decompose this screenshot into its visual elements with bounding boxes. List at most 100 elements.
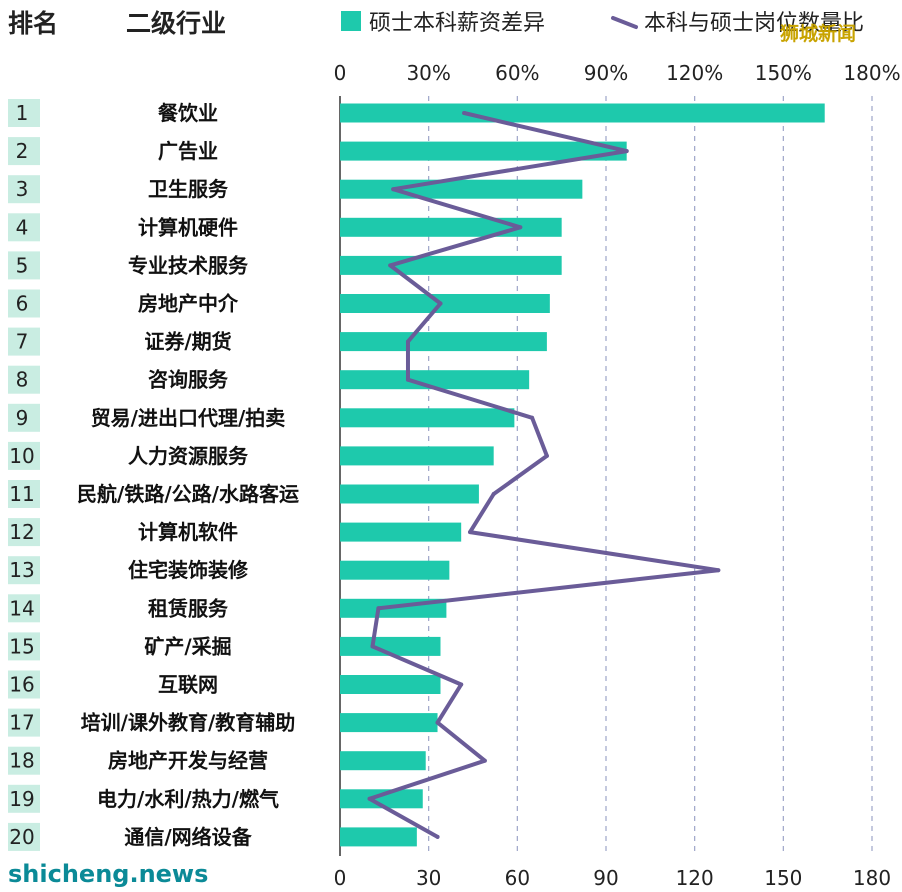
- rank-badge: [8, 137, 40, 166]
- category-label: 计算机软件: [138, 520, 238, 544]
- bar: [340, 446, 494, 466]
- rank-header: 排名: [8, 9, 58, 38]
- rank-badge: [8, 518, 40, 547]
- category-label: 租赁服务: [148, 596, 229, 620]
- category-label: 房地产中介: [138, 292, 239, 316]
- bar: [340, 789, 423, 809]
- category-label: 民航/铁路/公路/水路客运: [77, 482, 299, 506]
- line-point: [376, 606, 381, 611]
- rank-number: 13: [9, 558, 34, 582]
- rank-number: 14: [9, 596, 34, 620]
- legend-bar-swatch: [341, 11, 361, 31]
- top-tick-label: 150%: [755, 61, 812, 85]
- line-point: [435, 720, 440, 725]
- bottom-tick-label: 180: [853, 866, 891, 890]
- rank-badge: [8, 175, 40, 204]
- site-watermark: shicheng.news: [8, 860, 208, 888]
- bar: [340, 560, 450, 580]
- brand-corner-text: 狮城新闻: [780, 22, 856, 45]
- rank-number: 7: [16, 330, 29, 354]
- bar: [340, 103, 825, 123]
- industry-header: 二级行业: [126, 9, 226, 38]
- top-tick-label: 90%: [584, 61, 628, 85]
- rank-badge: [8, 403, 40, 432]
- line-point: [544, 453, 549, 458]
- rank-number: 3: [16, 177, 29, 201]
- rank-badge: [8, 556, 40, 585]
- category-label: 矿产/采掘: [144, 634, 231, 658]
- top-tick-label: 120%: [666, 61, 723, 85]
- category-label: 餐饮业: [158, 101, 218, 125]
- rank-number: 2: [16, 139, 29, 163]
- line-point: [405, 377, 410, 382]
- rank-number: 16: [9, 673, 34, 697]
- rank-number: 18: [9, 749, 34, 773]
- bar: [340, 675, 441, 694]
- rank-badge: [8, 784, 40, 813]
- line-point: [435, 834, 440, 839]
- bar-series: [340, 103, 825, 847]
- category-label: 广告业: [158, 139, 218, 163]
- rank-badge: [8, 822, 40, 851]
- legend: 硕士本科薪资差异 本科与硕士岗位数量比: [341, 11, 864, 36]
- category-label: 互联网: [158, 673, 218, 697]
- bar: [340, 294, 550, 313]
- bottom-tick-label: 150: [764, 866, 802, 890]
- bottom-tick-label: 90: [593, 866, 618, 890]
- rank-number: 9: [16, 406, 29, 430]
- legend-bar-label: 硕士本科薪资差异: [369, 11, 545, 36]
- rank-number: 4: [16, 215, 29, 239]
- rank-number: 8: [16, 368, 29, 392]
- category-label: 证券/期货: [144, 330, 231, 354]
- bar: [340, 636, 441, 656]
- legend-line-swatch: [611, 16, 638, 29]
- line-point: [388, 263, 393, 268]
- rank-badge: [8, 99, 40, 127]
- line-point: [462, 111, 467, 115]
- category-label: 培训/课外教育/教育辅助: [81, 711, 296, 735]
- rank-badge: [8, 632, 40, 661]
- bar: [340, 332, 547, 352]
- category-label: 住宅装饰装修: [128, 558, 249, 582]
- rank-number: 11: [9, 482, 34, 506]
- category-label: 计算机硬件: [138, 215, 238, 239]
- category-label: 电力/水利/热力/燃气: [97, 787, 279, 811]
- bar: [340, 751, 426, 771]
- top-tick-label: 0: [334, 61, 347, 85]
- line-point: [468, 530, 473, 535]
- line-point: [518, 225, 523, 230]
- line-point: [624, 149, 629, 154]
- top-tick-label: 180%: [843, 61, 900, 85]
- legend-line-label: 本科与硕士岗位数量比: [644, 11, 864, 36]
- bottom-tick-label: 0: [334, 866, 347, 890]
- rank-number: 1: [16, 101, 29, 125]
- rank-number: 19: [9, 787, 34, 811]
- bar: [340, 408, 515, 428]
- line-point: [716, 568, 721, 573]
- line-point: [370, 644, 375, 649]
- rank-badge: [8, 708, 40, 737]
- line-point: [482, 758, 487, 763]
- top-tick-label: 30%: [406, 61, 450, 85]
- rank-badge: [8, 594, 40, 623]
- rank-number: 10: [9, 444, 34, 468]
- category-label: 通信/网络设备: [124, 825, 252, 849]
- top-axis-ticks: 0 30% 60% 90% 120% 150% 180%: [334, 61, 901, 85]
- rank-number: 20: [9, 825, 34, 849]
- rank-number: 6: [16, 292, 29, 316]
- bottom-tick-label: 60: [505, 866, 530, 890]
- line-point: [438, 301, 443, 306]
- rank-badge: [8, 441, 40, 470]
- line-point: [405, 339, 410, 344]
- line-point: [459, 682, 464, 687]
- bar: [340, 370, 530, 390]
- bar: [340, 484, 479, 504]
- rank-number: 5: [16, 253, 29, 277]
- bottom-axis-ticks: 0 30 60 90 120 150 180: [334, 866, 891, 890]
- line-point: [367, 796, 372, 801]
- bar: [340, 827, 417, 847]
- bar: [340, 179, 583, 199]
- category-rows: 1 餐饮业 2 广告业 3 卫生服务 4 计算机硬件 5 专业技术服务 6 房地产中介 7 证券/期货 8 咨…: [8, 99, 299, 851]
- line-series: [367, 111, 721, 839]
